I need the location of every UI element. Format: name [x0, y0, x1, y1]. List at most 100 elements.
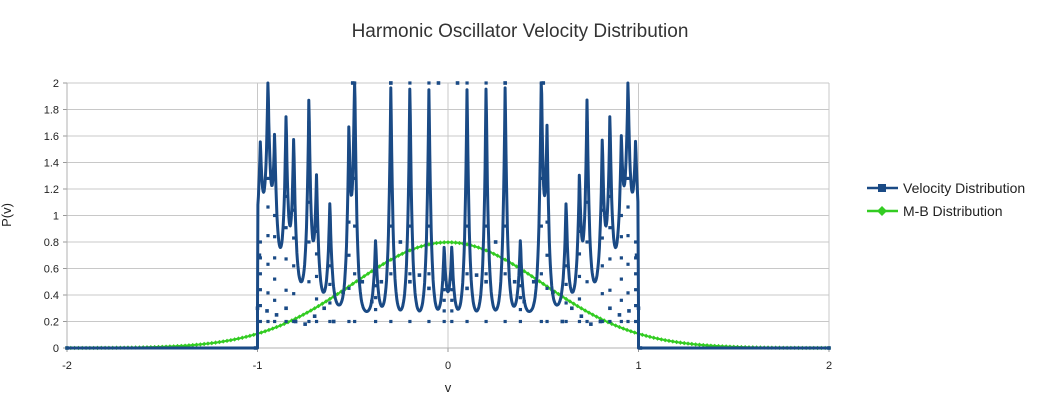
- velocity-point: [408, 224, 412, 228]
- velocity-point: [273, 256, 277, 260]
- mb-point: [400, 251, 405, 256]
- velocity-sample-point: [370, 299, 374, 304]
- velocity-point: [258, 256, 262, 260]
- mb-point: [720, 344, 725, 349]
- mb-point: [251, 332, 256, 338]
- mb-point: [236, 336, 241, 341]
- mb-point: [438, 240, 443, 245]
- mb-point: [327, 296, 333, 302]
- mb-point: [434, 240, 439, 246]
- legend-label-mb: M-B Distribution: [903, 203, 1003, 219]
- velocity-point: [626, 319, 630, 324]
- mb-point: [361, 274, 367, 279]
- mb-point: [262, 329, 268, 334]
- velocity-point: [600, 236, 604, 240]
- mb-point: [377, 264, 382, 269]
- mb-point: [685, 341, 691, 346]
- velocity-sample-point: [436, 81, 441, 85]
- velocity-point: [427, 129, 431, 133]
- velocity-point: [258, 304, 262, 308]
- velocity-point: [518, 284, 522, 288]
- velocity-point: [266, 262, 270, 266]
- velocity-point: [484, 129, 488, 133]
- velocity-point: [389, 272, 393, 276]
- velocity-point: [328, 245, 332, 249]
- mb-point: [323, 299, 329, 304]
- velocity-point: [577, 319, 582, 324]
- legend-marker-velocity: [878, 184, 886, 192]
- velocity-point: [503, 176, 507, 180]
- velocity-sample-point: [65, 346, 69, 350]
- velocity-point: [427, 81, 431, 85]
- velocity-sample-point: [570, 306, 574, 311]
- x-tick-label: -2: [62, 360, 72, 372]
- velocity-sample-point: [634, 253, 639, 258]
- velocity-point: [619, 277, 623, 281]
- mb-point: [308, 308, 314, 313]
- mb-point: [575, 303, 580, 309]
- velocity-point: [518, 296, 522, 300]
- velocity-point: [450, 288, 454, 292]
- velocity-point: [626, 176, 630, 180]
- velocity-point: [634, 240, 638, 244]
- mb-point: [407, 248, 413, 253]
- mb-point: [270, 326, 275, 331]
- velocity-sample-point: [274, 313, 279, 317]
- mb-point: [590, 312, 595, 317]
- velocity-sample-point: [617, 313, 622, 317]
- velocity-point: [564, 301, 568, 305]
- velocity-point: [465, 129, 469, 133]
- velocity-sample-point: [265, 309, 269, 313]
- velocity-sample-point: [827, 346, 831, 350]
- mb-point: [419, 244, 424, 249]
- velocity-point: [307, 160, 311, 165]
- velocity-point: [328, 282, 332, 286]
- mb-point: [354, 279, 359, 284]
- mb-point: [571, 301, 576, 306]
- velocity-point: [545, 154, 549, 158]
- velocity-point: [266, 205, 270, 209]
- velocity-sample-point: [253, 346, 258, 350]
- velocity-point: [539, 129, 543, 133]
- mb-point: [453, 240, 458, 245]
- velocity-point: [389, 129, 393, 133]
- mb-point: [472, 244, 477, 249]
- velocity-sample-point: [636, 306, 641, 311]
- velocity-point: [374, 284, 378, 288]
- velocity-point: [353, 81, 357, 85]
- mb-point: [198, 342, 203, 347]
- velocity-point: [577, 297, 582, 301]
- mb-point: [602, 318, 607, 323]
- mb-point: [224, 338, 230, 344]
- velocity-point: [427, 224, 431, 228]
- mb-point: [701, 342, 706, 348]
- velocity-point: [284, 163, 288, 167]
- y-tick-label: 2: [53, 78, 59, 90]
- mb-point: [510, 261, 515, 267]
- velocity-point: [608, 226, 612, 230]
- velocity-sample-point: [503, 81, 507, 85]
- y-tick-label: 1.8: [44, 105, 59, 117]
- velocity-point: [442, 319, 446, 324]
- y-tick-label: 1.2: [44, 184, 59, 196]
- x-tick-label: 0: [445, 360, 451, 372]
- mb-point: [232, 337, 237, 342]
- y-tick-label: 1.4: [44, 158, 59, 170]
- velocity-point: [577, 207, 582, 211]
- velocity-point: [347, 319, 351, 324]
- mb-point: [621, 326, 626, 331]
- velocity-point: [450, 277, 454, 281]
- velocity-point: [273, 319, 277, 324]
- mb-point: [662, 337, 668, 343]
- velocity-point: [314, 297, 319, 301]
- mb-point: [563, 296, 569, 302]
- velocity-point: [442, 277, 446, 281]
- mb-point: [365, 271, 371, 276]
- velocity-point: [347, 187, 351, 191]
- velocity-sample-point: [331, 319, 336, 324]
- mb-point: [381, 261, 386, 267]
- velocity-point: [608, 163, 612, 167]
- velocity-point: [600, 264, 604, 268]
- velocity-point: [539, 272, 543, 276]
- velocity-point: [634, 272, 638, 276]
